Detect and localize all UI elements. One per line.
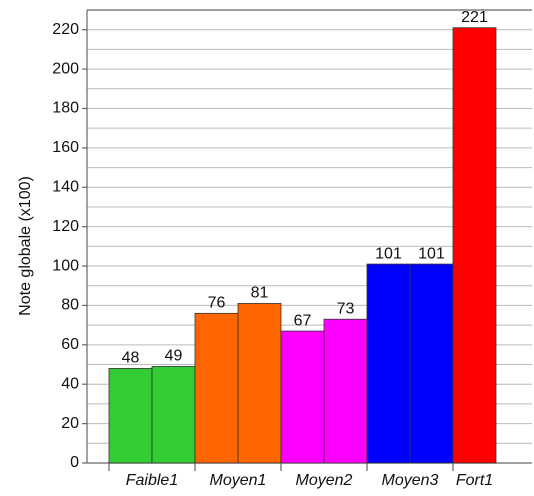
bar bbox=[366, 263, 411, 464]
y-tick-label: 140 bbox=[52, 178, 79, 195]
x-tick-label: Moyen2 bbox=[296, 472, 353, 489]
x-tick-label: Faible1 bbox=[126, 472, 178, 489]
x-tick-label: Moyen1 bbox=[210, 472, 267, 489]
value-label: 76 bbox=[208, 295, 226, 312]
y-tick-label: 60 bbox=[61, 336, 79, 353]
y-tick-label: 120 bbox=[52, 218, 79, 235]
value-label: 221 bbox=[461, 9, 488, 26]
bar bbox=[409, 263, 454, 464]
value-label: 81 bbox=[251, 285, 269, 302]
x-tick-label: Moyen3 bbox=[382, 472, 439, 489]
bar bbox=[151, 366, 196, 464]
bar bbox=[323, 318, 368, 464]
y-tick-label: 80 bbox=[61, 297, 79, 314]
y-tick-label: 180 bbox=[52, 100, 79, 117]
bar bbox=[108, 368, 153, 464]
value-label: 101 bbox=[375, 245, 402, 262]
y-tick-label: 200 bbox=[52, 60, 79, 77]
y-tick-label: 40 bbox=[61, 375, 79, 392]
value-label: 49 bbox=[165, 348, 183, 365]
y-axis-label: Note globale (x100) bbox=[17, 176, 34, 316]
value-label: 73 bbox=[337, 300, 355, 317]
value-label: 101 bbox=[418, 245, 445, 262]
bar bbox=[452, 27, 497, 464]
value-label: 67 bbox=[294, 312, 312, 329]
bar bbox=[280, 330, 325, 464]
y-tick-label: 220 bbox=[52, 21, 79, 38]
bar bbox=[237, 303, 282, 464]
bar bbox=[194, 312, 239, 464]
y-tick-label: 100 bbox=[52, 257, 79, 274]
y-tick-label: 20 bbox=[61, 415, 79, 432]
y-tick-label: 0 bbox=[70, 454, 79, 471]
value-label: 48 bbox=[122, 350, 140, 367]
x-tick-label: Fort1 bbox=[456, 472, 493, 489]
y-tick-label: 160 bbox=[52, 139, 79, 156]
